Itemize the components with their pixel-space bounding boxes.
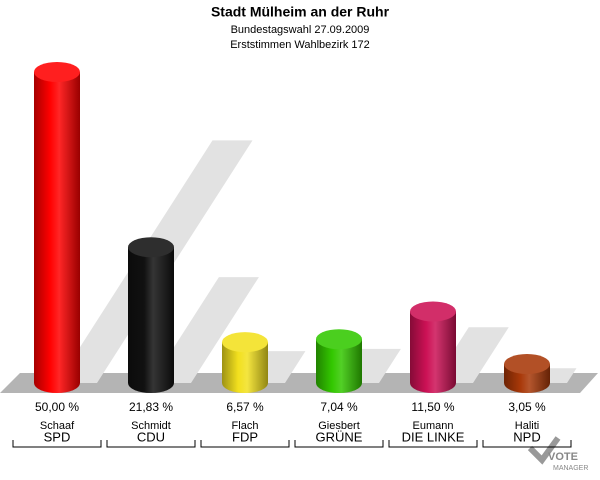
group-bracket: [388, 440, 478, 448]
bar-top: [34, 62, 80, 82]
group-bracket: [294, 440, 384, 448]
candidate-label: Schmidt: [131, 420, 171, 432]
bar-top: [316, 329, 362, 350]
logo: VOTE MANAGER: [527, 436, 588, 472]
bar: [222, 342, 268, 393]
bar-top: [504, 354, 550, 375]
x-tick-label: FDP: [232, 429, 258, 444]
logo-text: MANAGER: [553, 465, 588, 472]
value-label: 7,04 %: [320, 400, 358, 414]
x-tick-label: SPD: [44, 429, 71, 444]
bar: [316, 339, 362, 393]
bar-top: [222, 332, 268, 353]
x-tick-label: DIE LINKE: [402, 429, 465, 444]
group-bracket: [482, 440, 572, 448]
bar: [410, 311, 456, 393]
chart-subtitle: Erststimmen Wahlbezirk 172: [230, 39, 370, 51]
candidate-label: Schaaf: [40, 420, 75, 432]
bar-shadow: [151, 277, 259, 383]
candidate-label: Haliti: [515, 420, 539, 432]
bar: [34, 72, 80, 393]
logo-check: [527, 436, 561, 465]
group-bracket: [12, 440, 102, 448]
candidate-label: Giesbert: [318, 420, 360, 432]
bar-top: [128, 237, 174, 258]
chart-title: Stadt Mülheim an der Ruhr: [211, 4, 390, 20]
x-tick-label: GRÜNE: [316, 429, 363, 444]
group-bracket: [106, 440, 196, 448]
value-label: 50,00 %: [35, 400, 79, 414]
candidate-label: Flach: [232, 420, 259, 432]
bar: [128, 247, 174, 393]
candidate-label: Eumann: [413, 420, 454, 432]
group-bracket: [200, 440, 290, 448]
x-tick-label: NPD: [513, 429, 540, 444]
bar-top: [410, 301, 456, 322]
value-label: 21,83 %: [129, 400, 173, 414]
chart-subtitle: Bundestagswahl 27.09.2009: [231, 24, 370, 36]
x-tick-label: CDU: [137, 429, 165, 444]
value-label: 11,50 %: [411, 400, 454, 414]
logo-text: VOTE: [548, 451, 578, 463]
value-label: 3,05 %: [508, 400, 546, 414]
value-label: 6,57 %: [226, 400, 264, 414]
